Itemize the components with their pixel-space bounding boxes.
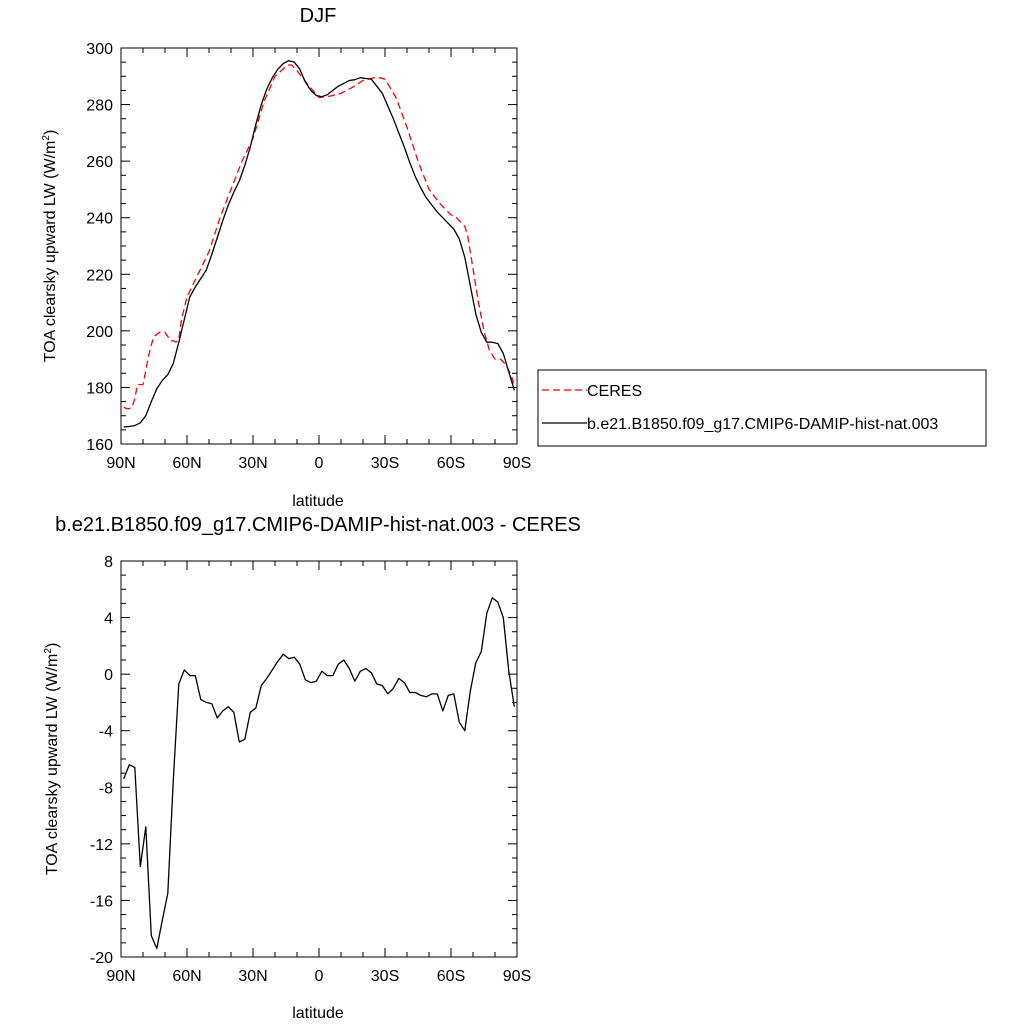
top-y-tick-label: 240 [86, 211, 113, 228]
bottom-y-axis-label-main: TOA clearsky upward LW (W/m [44, 654, 61, 876]
legend: CERES b.e21.B1850.f09_g17.CMIP6-DAMIP-hi… [537, 369, 987, 447]
top-plot-marks [123, 60, 516, 428]
bottom-chart-title: b.e21.B1850.f09_g17.CMIP6-DAMIP-hist-nat… [55, 514, 581, 536]
top-y-tick-label: 280 [86, 98, 113, 115]
bottom-y-tick-label: 8 [104, 554, 113, 571]
bottom-y-tick-label: 4 [104, 611, 113, 628]
top-y-axis-label-tail: ) [42, 130, 59, 135]
top-x-tick-label: 60S [437, 455, 465, 472]
bottom-y-tick-label: -12 [90, 837, 113, 854]
bottom-y-tick-label: 0 [104, 667, 113, 684]
bottom-plot-frame [120, 560, 518, 958]
top-x-tick-label: 90S [503, 455, 531, 472]
top-plot-frame [120, 47, 518, 445]
top-y-tick-label: 300 [86, 41, 113, 58]
bottom-x-tick-label: 30S [371, 968, 399, 985]
bottom-x-axis-label: latitude [292, 1005, 344, 1022]
bottom-y-axis-label-tail: ) [44, 643, 61, 648]
top-series-line-b-e21-b1850-f09-g17-cmip6-damip-hist-nat-003 [123, 60, 515, 428]
bottom-series-line-0 [123, 597, 515, 950]
bottom-panel: b.e21.B1850.f09_g17.CMIP6-DAMIP-hist-nat… [43, 514, 581, 1022]
top-y-tick-label: 160 [86, 437, 113, 454]
top-x-tick-label: 60N [172, 455, 201, 472]
top-y-axis-label-superscript: 2 [41, 135, 52, 141]
bottom-x-tick-label: 30N [238, 968, 267, 985]
bottom-y-tick-label: -16 [90, 893, 113, 910]
bottom-y-tick-label: -4 [99, 724, 113, 741]
top-x-tick-label: 30N [238, 455, 267, 472]
top-x-tick-label: 30S [371, 455, 399, 472]
top-x-tick-label: 0 [315, 455, 324, 472]
top-y-tick-label: 220 [86, 267, 113, 284]
bottom-x-tick-label: 60S [437, 968, 465, 985]
top-y-tick-label: 180 [86, 380, 113, 397]
top-y-tick-label: 200 [86, 324, 113, 341]
bottom-x-tick-label: 0 [315, 968, 324, 985]
top-y-axis-label: TOA clearsky upward LW (W/m2) [41, 130, 59, 363]
legend-label-ceres: CERES [587, 383, 642, 400]
bottom-x-tick-label: 60N [172, 968, 201, 985]
top-panel: DJF 90N 60N 30N 0 30S 60S 90S 160 180 200 220 240 26… [41, 5, 531, 510]
top-x-axis-label: latitude [292, 493, 344, 510]
legend-box [537, 369, 987, 447]
bottom-y-tick-label: -8 [99, 780, 113, 797]
legend-label-model: b.e21.B1850.f09_g17.CMIP6-DAMIP-hist-nat… [587, 416, 938, 433]
bottom-y-axis-label: TOA clearsky upward LW (W/m2) [43, 643, 61, 876]
bottom-x-tick-label: 90S [503, 968, 531, 985]
bottom-y-axis-label-superscript: 2 [43, 648, 54, 654]
top-chart-title: DJF [300, 5, 337, 27]
top-axis-ticks: 90N 60N 30N 0 30S 60S 90S 160 180 200 220 240 260 280… [86, 41, 531, 472]
bottom-axis-ticks: 90N 60N 30N 0 30S 60S 90S -20 -16 -12 -8 -4 0 4 8 [90, 554, 531, 985]
bottom-plot-marks [123, 597, 515, 950]
top-x-tick-label: 90N [106, 455, 135, 472]
top-series-line-ceres [123, 64, 516, 410]
top-y-axis-label-main: TOA clearsky upward LW (W/m [42, 141, 59, 363]
bottom-x-tick-label: 90N [106, 968, 135, 985]
bottom-y-tick-label: -20 [90, 950, 113, 967]
top-y-tick-label: 260 [86, 154, 113, 171]
